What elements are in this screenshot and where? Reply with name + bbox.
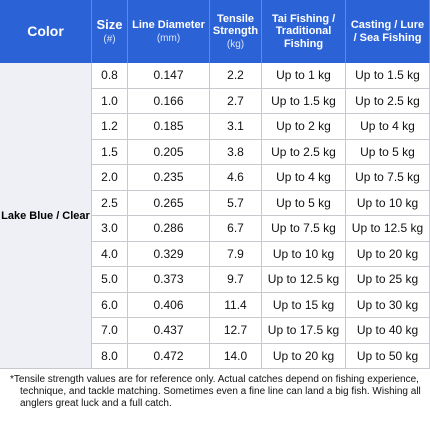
header-cell: Tensile Strength (kg) bbox=[210, 0, 262, 63]
table-cell: Up to 15 kg bbox=[262, 292, 346, 318]
table-cell: Up to 17.5 kg bbox=[262, 318, 346, 344]
header-title: Tensile Strength bbox=[212, 12, 259, 37]
table-cell: Up to 20 kg bbox=[262, 343, 346, 369]
table-cell: 2.7 bbox=[210, 88, 262, 114]
table-cell: Up to 2.5 kg bbox=[262, 139, 346, 165]
table-cell: Up to 4 kg bbox=[346, 114, 430, 140]
table-cell: 0.265 bbox=[128, 190, 210, 216]
table-cell: 4.6 bbox=[210, 165, 262, 191]
table-cell: Up to 7.5 kg bbox=[346, 165, 430, 191]
header-title: Color bbox=[27, 22, 64, 39]
table-cell: 0.406 bbox=[128, 292, 210, 318]
table-cell: 1.5 bbox=[92, 139, 128, 165]
table-cell: Up to 5 kg bbox=[262, 190, 346, 216]
table-cell: 0.235 bbox=[128, 165, 210, 191]
table-cell: Up to 2 kg bbox=[262, 114, 346, 140]
table-cell: 0.329 bbox=[128, 241, 210, 267]
table-cell: 6.0 bbox=[92, 292, 128, 318]
header-cell: Size (#) bbox=[92, 0, 128, 63]
spec-table: Color Size (#) Line Diameter (mm) Tensile Str… bbox=[0, 0, 430, 369]
table-cell: 8.0 bbox=[92, 343, 128, 369]
table-cell: 0.8 bbox=[92, 63, 128, 89]
table-cell: Up to 1.5 kg bbox=[262, 88, 346, 114]
table-cell: 7.9 bbox=[210, 241, 262, 267]
table-cell: 0.437 bbox=[128, 318, 210, 344]
header-cell: Casting / Lure / Sea Fishing bbox=[346, 0, 430, 63]
footnote: *Tensile strength values are for referen… bbox=[10, 374, 421, 409]
header-unit: (kg) bbox=[226, 39, 245, 51]
table-cell: 1.2 bbox=[92, 114, 128, 140]
table-cell: Up to 2.5 kg bbox=[346, 88, 430, 114]
header-cell: Line Diameter (mm) bbox=[128, 0, 210, 63]
table-cell: Up to 30 kg bbox=[346, 292, 430, 318]
table-cell: 9.7 bbox=[210, 267, 262, 293]
table-cell: Up to 4 kg bbox=[262, 165, 346, 191]
table-cell: Up to 20 kg bbox=[346, 241, 430, 267]
table-cell: 5.0 bbox=[92, 267, 128, 293]
table-cell: 4.0 bbox=[92, 241, 128, 267]
table-cell: Up to 40 kg bbox=[346, 318, 430, 344]
header-unit: (mm) bbox=[156, 33, 181, 45]
table-cell: 12.7 bbox=[210, 318, 262, 344]
table-cell: 3.1 bbox=[210, 114, 262, 140]
header-title: Line Diameter bbox=[132, 18, 205, 31]
table-cell: Up to 12.5 kg bbox=[346, 216, 430, 242]
table-cell: 3.8 bbox=[210, 139, 262, 165]
table-cell: Up to 1 kg bbox=[262, 63, 346, 89]
table-cell: 1.0 bbox=[92, 88, 128, 114]
header-title: Tai Fishing / Traditional Fishing bbox=[271, 13, 336, 50]
header-cell: Tai Fishing / Traditional Fishing bbox=[262, 0, 346, 63]
table-cell: Up to 25 kg bbox=[346, 267, 430, 293]
table-cell: 2.0 bbox=[92, 165, 128, 191]
table-cell: Up to 1.5 kg bbox=[346, 63, 430, 89]
table-cell: 2.5 bbox=[92, 190, 128, 216]
color-cell: Lake Blue / Clear bbox=[0, 63, 92, 369]
table-cell: 7.0 bbox=[92, 318, 128, 344]
table-cell: 14.0 bbox=[210, 343, 262, 369]
table-cell: 0.166 bbox=[128, 88, 210, 114]
header-title: Size bbox=[96, 16, 123, 32]
table-cell: Up to 10 kg bbox=[262, 241, 346, 267]
table-cell: 0.205 bbox=[128, 139, 210, 165]
table-cell: 0.147 bbox=[128, 63, 210, 89]
table-cell: 3.0 bbox=[92, 216, 128, 242]
table-cell: Up to 10 kg bbox=[346, 190, 430, 216]
table-cell: 0.286 bbox=[128, 216, 210, 242]
table-cell: 11.4 bbox=[210, 292, 262, 318]
table-cell: Up to 12.5 kg bbox=[262, 267, 346, 293]
header-unit: (#) bbox=[103, 34, 116, 46]
table-cell: 0.472 bbox=[128, 343, 210, 369]
table-cell: 2.2 bbox=[210, 63, 262, 89]
table-cell: Up to 50 kg bbox=[346, 343, 430, 369]
header-cell: Color bbox=[0, 0, 92, 63]
header-title: Casting / Lure / Sea Fishing bbox=[350, 19, 425, 44]
table-cell: 0.373 bbox=[128, 267, 210, 293]
table-cell: 5.7 bbox=[210, 190, 262, 216]
table-cell: 6.7 bbox=[210, 216, 262, 242]
table-cell: 0.185 bbox=[128, 114, 210, 140]
table-cell: Up to 5 kg bbox=[346, 139, 430, 165]
table-cell: Up to 7.5 kg bbox=[262, 216, 346, 242]
